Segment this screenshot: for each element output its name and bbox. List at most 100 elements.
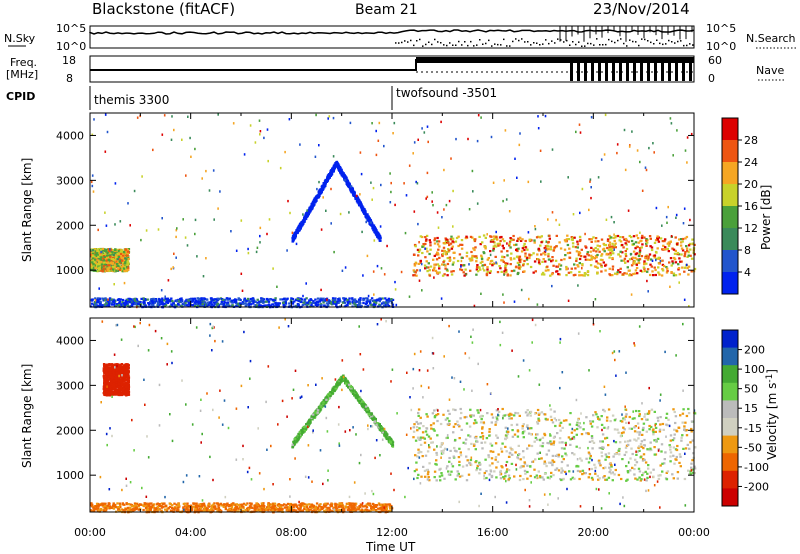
data-cell [110,257,113,260]
data-cell [475,421,478,424]
data-cell [346,181,349,184]
data-cell [536,422,540,425]
data-cell [127,262,130,265]
data-cell [558,418,561,422]
data-cell [448,256,452,259]
noise-right-label: N.Search [746,32,796,45]
data-cell [669,451,673,454]
data-cell [521,427,524,430]
data-cell [546,441,549,445]
data-cell [578,274,581,277]
noise-search-dot [560,39,562,41]
data-cell [505,450,508,453]
data-cell [607,476,611,479]
data-cell [189,136,191,140]
data-cell [665,416,668,419]
data-cell [502,260,505,263]
data-cell [551,259,554,262]
data-cell [310,305,313,308]
data-cell [379,225,382,228]
data-cell [92,263,95,266]
data-cell [663,240,666,243]
data-cell [248,303,251,306]
data-cell [117,304,121,307]
data-cell [314,201,317,204]
data-cell [661,240,664,243]
data-cell [459,243,462,246]
noise-search-dot [542,43,544,45]
data-cell [431,191,433,194]
data-cell [654,430,657,433]
data-cell [614,441,618,444]
data-cell [535,236,539,239]
data-cell [259,234,261,238]
data-cell [322,301,325,304]
data-cell [635,461,639,464]
data-cell [513,433,517,436]
data-cell [669,285,671,288]
data-cell [108,250,111,253]
data-cell [99,253,102,256]
data-cell [205,257,207,260]
data-cell [365,220,367,224]
data-cell [593,257,596,260]
data-cell [306,301,309,304]
data-cell [374,303,377,306]
data-cell [426,195,429,199]
data-cell [412,426,415,429]
data-cell [599,262,602,266]
data-cell [455,236,459,240]
data-cell [611,274,614,277]
data-cell [596,266,599,269]
data-cell [605,419,609,422]
data-cell [472,444,476,447]
data-cell [543,273,546,276]
data-cell [608,241,612,244]
data-cell [572,437,576,440]
data-cell [586,253,589,256]
data-cell [420,475,423,478]
data-cell [330,169,333,172]
data-cell [609,236,613,239]
data-cell [480,292,482,295]
noise-search-dot [395,42,397,44]
data-cell [639,231,641,234]
data-cell [653,241,657,244]
data-cell [625,243,628,246]
data-cell [489,470,493,473]
data-cell [452,261,455,264]
data-cell [425,238,428,241]
data-cell [127,202,129,205]
data-cell [547,252,550,256]
data-cell [268,218,271,221]
data-cell [575,423,579,426]
data-cell [467,434,470,437]
data-cell [523,259,526,263]
data-cell [662,428,665,431]
data-cell [550,260,553,263]
data-cell [590,246,593,249]
data-cell [356,300,359,303]
data-cell [216,302,220,305]
data-cell [456,474,459,477]
data-cell [428,252,431,256]
data-cell [513,269,516,272]
data-cell [466,459,469,462]
data-cell [602,261,605,264]
noise-search-dot [608,38,610,41]
data-cell [136,116,139,119]
noise-search-dot [443,44,445,46]
data-cell [627,269,630,272]
data-cell [623,272,626,275]
data-cell [412,430,416,433]
data-cell [524,245,527,249]
data-cell [506,254,509,257]
data-cell [91,251,95,254]
data-cell [413,141,416,144]
data-cell [424,242,427,245]
data-cell [518,143,521,147]
data-cell [413,253,416,256]
data-cell [337,301,340,304]
data-cell [413,264,417,267]
data-cell [504,438,507,441]
